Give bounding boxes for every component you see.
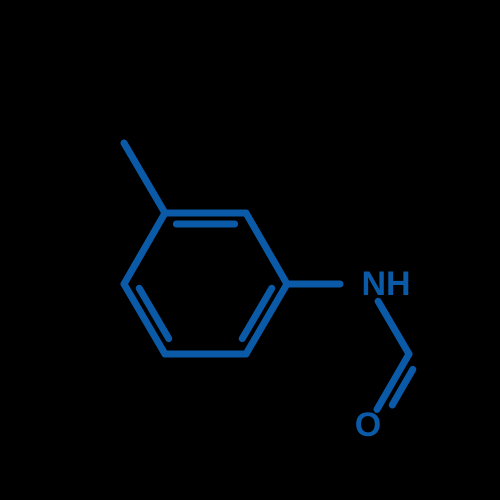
atom-label-o: O: [355, 406, 381, 444]
bond-line: [378, 301, 409, 354]
bond-line: [124, 213, 165, 284]
bond-line: [124, 143, 165, 213]
molecule-diagram: NH O: [0, 0, 500, 500]
bond-line: [246, 213, 287, 284]
atom-labels: NH O: [355, 265, 411, 444]
atom-label-n: NH: [361, 265, 410, 303]
